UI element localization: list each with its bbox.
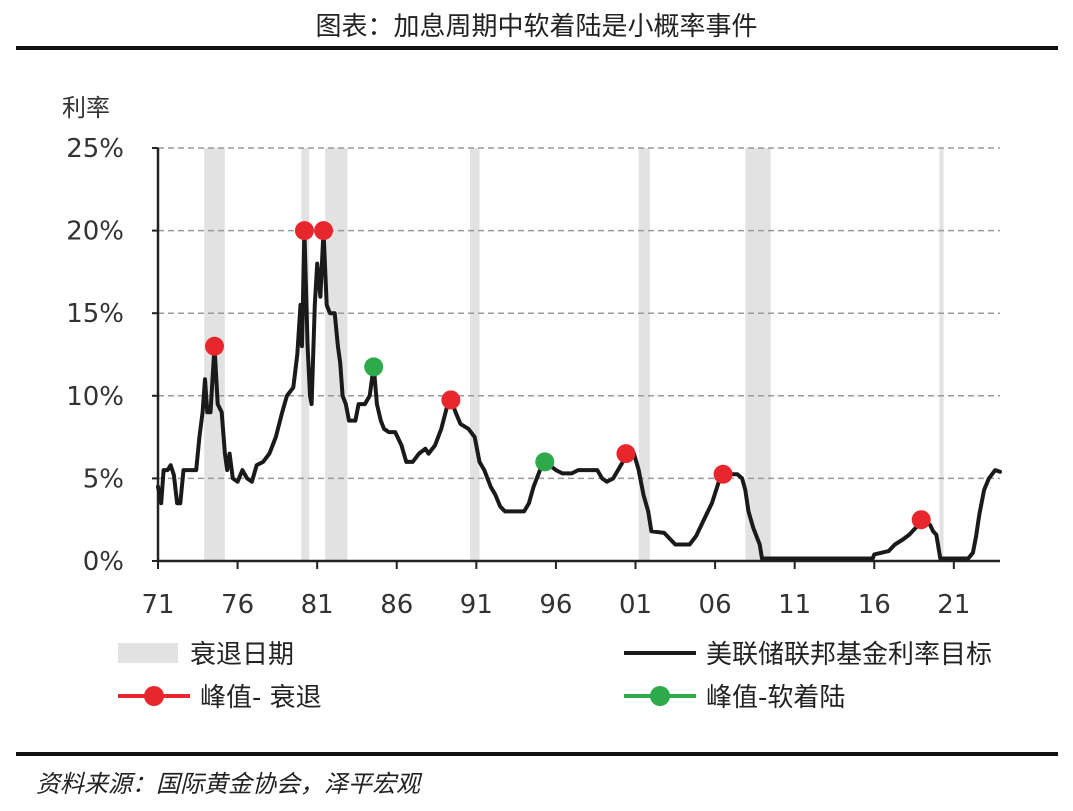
- peak-recession-point: [713, 464, 733, 484]
- peak-recession-point: [616, 444, 636, 464]
- legend-recession-swatch: [118, 642, 178, 663]
- recession-band-1: [301, 148, 310, 561]
- x-tick-label: 11: [778, 590, 811, 620]
- x-tick-label: 16: [858, 590, 891, 620]
- legend-line-label: 美联储联邦基金利率目标: [706, 640, 993, 670]
- x-tick-label: 76: [221, 590, 254, 620]
- x-tick-label: 01: [619, 590, 652, 620]
- x-tick-label: 96: [539, 590, 572, 620]
- recession-band-3: [469, 148, 480, 561]
- y-tick-label: 25%: [66, 134, 124, 164]
- legend-peak-soft-landing-label: 峰值-软着陆: [706, 683, 846, 713]
- y-tick-label: 20%: [66, 217, 124, 247]
- legend-peak-soft-landing: 峰值-软着陆: [624, 677, 845, 714]
- source-note: 资料来源：国际黄金协会，泽平宏观: [36, 770, 420, 798]
- legend-red-dot-swatch: [118, 685, 190, 706]
- fed-rate-line: [156, 228, 1002, 561]
- x-tick-label: 06: [699, 590, 732, 620]
- peak-soft-landing-point: [535, 452, 555, 472]
- footer-rule: [16, 752, 1058, 756]
- recession-band-5: [745, 148, 771, 561]
- y-tick-label: 10%: [66, 382, 124, 412]
- y-tick-label: 5%: [83, 464, 124, 494]
- peak-recession-point: [911, 510, 931, 530]
- x-tick-label: 81: [301, 590, 334, 620]
- legend-recession: 衰退日期: [118, 634, 294, 671]
- x-tick-label: 21: [937, 590, 970, 620]
- legend-line-swatch: [624, 650, 696, 655]
- recession-band-6: [939, 148, 944, 561]
- peak-recession-point: [205, 336, 225, 356]
- x-tick-label: 71: [141, 590, 174, 620]
- recession-band-2: [325, 148, 348, 561]
- y-tick-label: 15%: [66, 299, 124, 329]
- peak-recession-point: [314, 221, 334, 241]
- peak-soft-landing-point: [364, 357, 384, 377]
- legend-peak-recession: 峰值- 衰退: [118, 677, 322, 714]
- legend-recession-label: 衰退日期: [190, 640, 295, 670]
- y-tick-label: 0%: [83, 547, 124, 577]
- legend-peak-recession-label: 峰值- 衰退: [200, 683, 322, 713]
- peak-recession-point: [441, 390, 461, 410]
- page-title: 图表：加息周期中软着陆是小概率事件: [315, 12, 758, 42]
- legend-fed-rate: 美联储联邦基金利率目标: [624, 634, 992, 671]
- title-rule: [16, 46, 1058, 50]
- y-axis-label: 利率: [62, 94, 110, 122]
- x-tick-label: 91: [460, 590, 493, 620]
- recession-band-4: [638, 148, 650, 561]
- peak-recession-point: [294, 221, 314, 241]
- legend-green-dot-swatch: [624, 685, 696, 706]
- x-tick-label: 86: [380, 590, 413, 620]
